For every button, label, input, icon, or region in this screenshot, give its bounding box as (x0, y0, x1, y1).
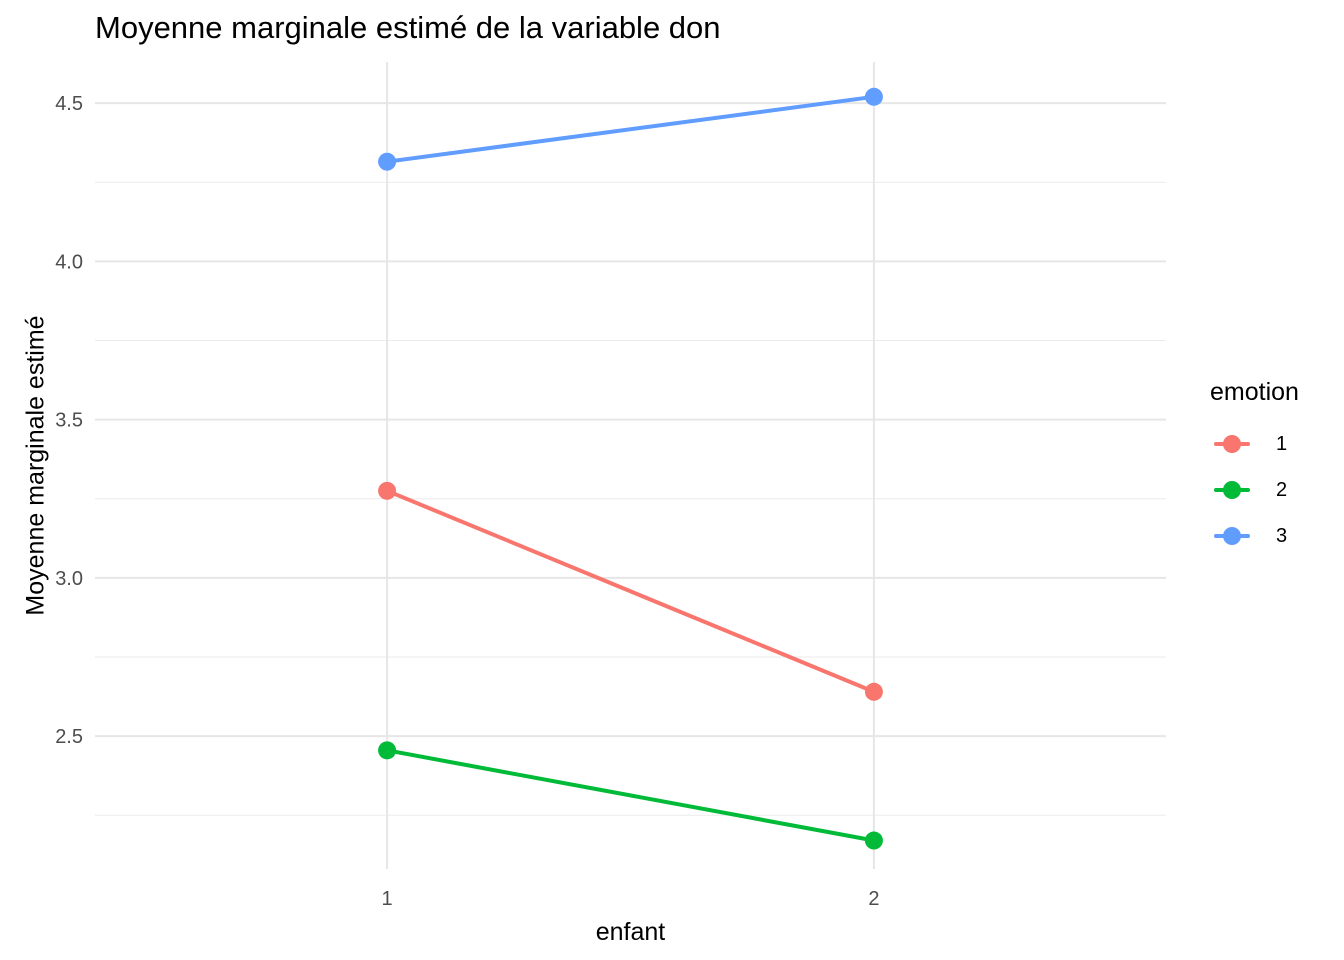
series-line-3 (385, 94, 876, 164)
y-tick-labels: 2.5 3.0 3.5 4.0 4.5 (55, 93, 83, 748)
legend-key-dot (1223, 527, 1241, 545)
chart-title: Moyenne marginale estimé de la variable … (95, 10, 721, 45)
legend-label: 2 (1276, 478, 1288, 501)
x-axis-title: enfant (596, 918, 666, 946)
x-tick-label: 1 (382, 888, 393, 910)
minor-gridlines (95, 181, 1166, 816)
legend-item-2: 2 (1210, 467, 1299, 513)
legend-label: 3 (1276, 524, 1288, 547)
legend-key-3 (1210, 526, 1254, 546)
data-point-2 (378, 741, 397, 760)
legend-key-2 (1210, 480, 1254, 500)
series-line-1 (385, 488, 876, 694)
legend-label: 1 (1276, 432, 1288, 455)
legend-item-1: 1 (1210, 421, 1299, 467)
legend-items: 1 2 3 (1210, 421, 1299, 559)
data-point-1 (864, 682, 883, 701)
x-tick-label: 2 (868, 888, 879, 910)
data-point-1 (378, 481, 397, 500)
y-tick-label: 4.0 (55, 251, 83, 273)
series-line-2 (385, 748, 876, 843)
legend-key-dot (1223, 435, 1241, 453)
y-tick-label: 3.5 (55, 410, 83, 432)
data-point-2 (864, 831, 883, 850)
legend-key-dot (1223, 481, 1241, 499)
series-layer (378, 87, 883, 850)
y-tick-label: 3.0 (55, 568, 83, 590)
legend: emotion 1 2 3 (1210, 378, 1299, 559)
y-tick-label: 4.5 (55, 93, 83, 115)
major-gridlines (95, 62, 1166, 869)
legend-item-3: 3 (1210, 513, 1299, 559)
data-point-3 (864, 87, 883, 106)
data-point-3 (378, 152, 397, 171)
legend-key-1 (1210, 434, 1254, 454)
y-axis-title: Moyenne marginale estimé (22, 315, 50, 615)
y-tick-label: 2.5 (55, 726, 83, 748)
legend-title: emotion (1210, 378, 1299, 406)
